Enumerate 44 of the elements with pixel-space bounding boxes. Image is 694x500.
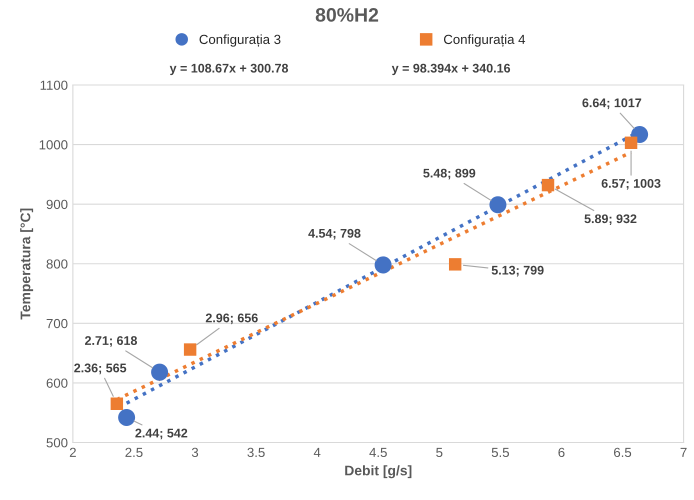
- data-label: 2.36; 565: [74, 364, 126, 374]
- y-tick-label: 900: [46, 200, 68, 210]
- point: [624, 136, 638, 150]
- x-tick-label: 5: [436, 448, 442, 458]
- y-tick-label: 600: [46, 378, 68, 388]
- data-label: 5.89; 932: [584, 214, 636, 225]
- data-label: 2.96; 656: [206, 314, 258, 324]
- y-tick-label: 800: [46, 259, 68, 269]
- text: y = 98.394x + 340.16: [392, 64, 510, 76]
- data-label: 5.48; 899: [423, 168, 476, 180]
- data-label: 4.54; 798: [308, 228, 361, 240]
- text: y = 108.67x + 300.78: [170, 64, 288, 76]
- x-tick-label: 2.5: [125, 448, 143, 458]
- data-label: 2.71; 618: [85, 336, 138, 347]
- y-axis-title: Temperatura [°C]: [20, 208, 34, 320]
- data-label: 5.13; 799: [492, 266, 544, 276]
- x-axis-title: Debit [g/s]: [345, 465, 412, 478]
- y-tick-label: 500: [46, 438, 68, 448]
- x-tick-label: 4.5: [369, 448, 387, 458]
- x-tick-label: 6.5: [614, 448, 632, 458]
- data-label: 6.64; 1017: [582, 98, 642, 110]
- point: [374, 256, 392, 274]
- y-tick-label: 1100: [40, 80, 68, 90]
- x-tick-label: 2: [70, 448, 76, 457]
- x-tick-label: 6: [558, 448, 565, 458]
- chart-title: 80%H2: [316, 8, 378, 22]
- x-tick-label: 4: [314, 448, 320, 457]
- point: [542, 178, 554, 192]
- point: [110, 398, 124, 410]
- y-tick-label: 1000: [40, 140, 68, 150]
- point: [118, 408, 136, 426]
- legend-label: Configurația 3: [200, 34, 280, 47]
- x-tick-label: 3: [192, 448, 198, 458]
- y-tick-label: 700: [46, 318, 68, 328]
- point: [489, 196, 506, 214]
- x-tick-label: 3.5: [247, 448, 265, 458]
- x-tick-label: 5.5: [492, 448, 509, 458]
- point: [448, 258, 462, 271]
- legend-label: Configurația 4: [444, 34, 526, 47]
- data-label: 6.57; 1003: [602, 178, 661, 190]
- point: [184, 343, 196, 356]
- point: [151, 364, 168, 381]
- x-tick-label: 7: [680, 448, 687, 457]
- data-label: 2.44; 542: [135, 428, 188, 440]
